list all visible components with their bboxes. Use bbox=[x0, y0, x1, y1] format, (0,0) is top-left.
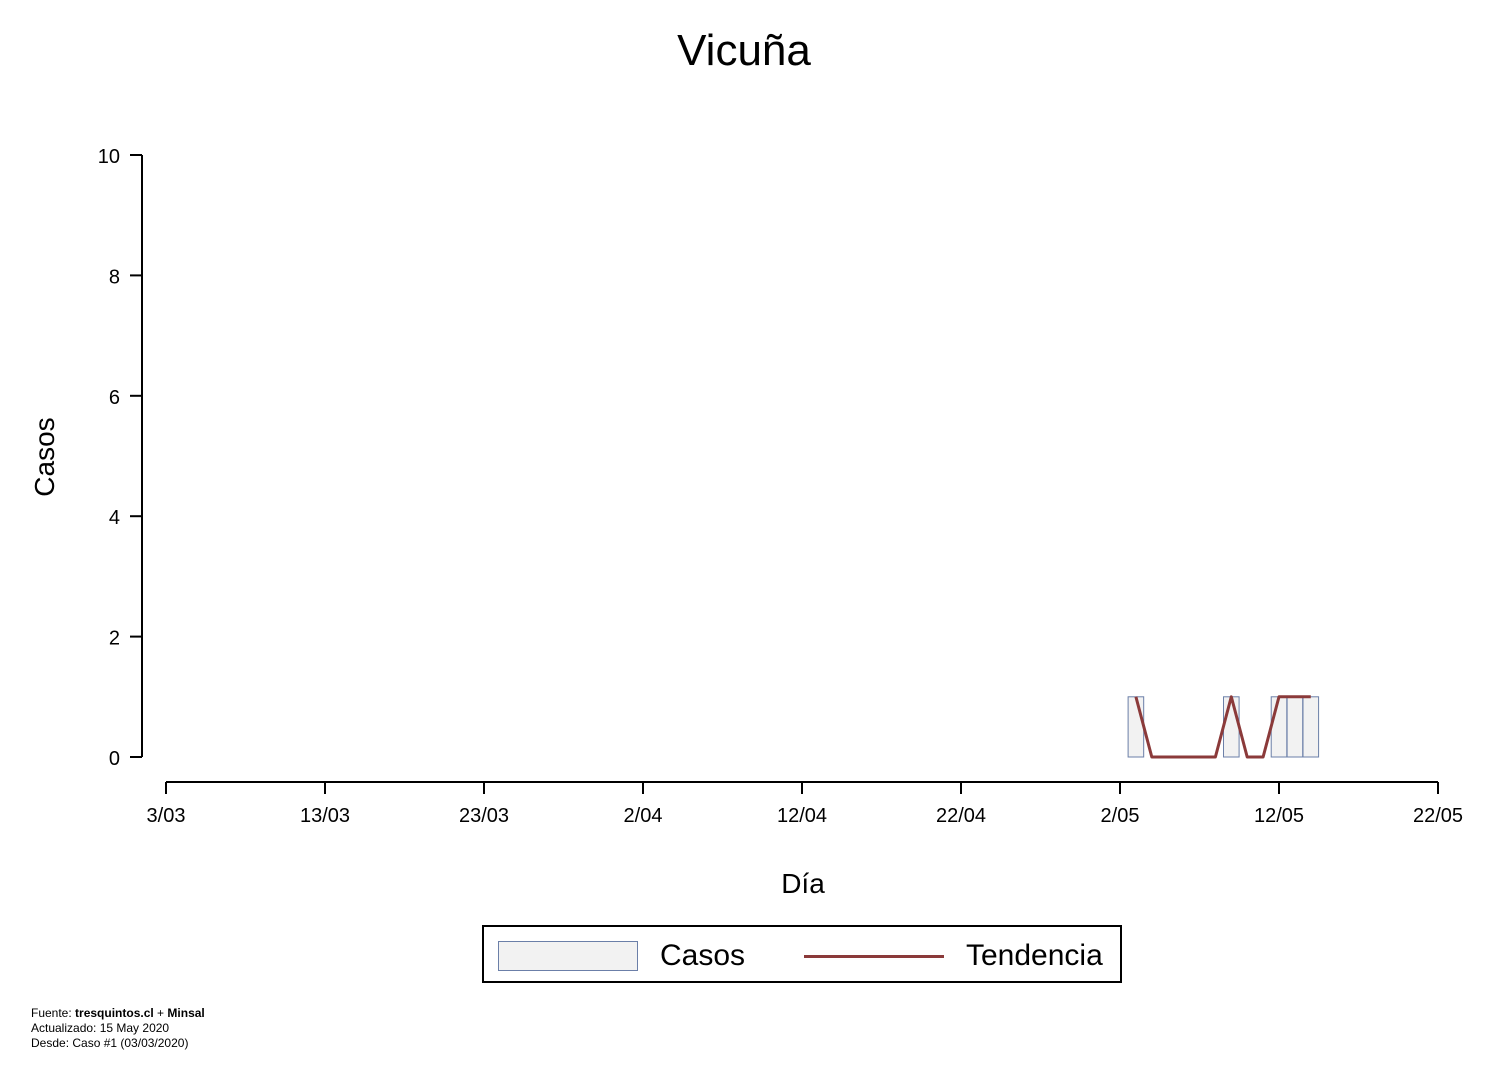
y-tick-label-5: 10 bbox=[98, 146, 120, 168]
bar-casos-0 bbox=[1127, 696, 1145, 758]
legend-swatch-tendencia bbox=[804, 955, 944, 958]
footer: Fuente: tresquintos.cl + Minsal Actualiz… bbox=[31, 1006, 205, 1051]
footer-source-b: Minsal bbox=[167, 1006, 205, 1020]
x-tick-label-1: 13/03 bbox=[300, 805, 350, 827]
y-tick-label-0: 0 bbox=[109, 748, 120, 770]
x-tick-label-0: 3/03 bbox=[147, 805, 186, 827]
legend: Casos Tendencia bbox=[482, 925, 1122, 983]
y-tick-label-3: 6 bbox=[109, 387, 120, 409]
x-tick-label-8: 22/05 bbox=[1413, 805, 1463, 827]
legend-label-casos: Casos bbox=[660, 939, 746, 972]
x-tick-label-5: 22/04 bbox=[936, 805, 986, 827]
footer-source: Fuente: tresquintos.cl + Minsal bbox=[31, 1006, 205, 1021]
bar-casos-1 bbox=[1223, 696, 1240, 758]
legend-label-tendencia: Tendencia bbox=[966, 939, 1103, 972]
bar-casos-4 bbox=[1302, 696, 1320, 758]
y-tick-label-4: 8 bbox=[109, 266, 120, 288]
footer-source-label: Fuente: bbox=[31, 1006, 76, 1020]
footer-source-a: tresquintos.cl bbox=[75, 1006, 154, 1020]
x-tick-label-2: 23/03 bbox=[459, 805, 509, 827]
x-tick-label-4: 12/04 bbox=[777, 805, 827, 827]
y-tick-label-2: 4 bbox=[109, 507, 120, 529]
legend-swatch-casos bbox=[498, 941, 638, 971]
footer-updated: Actualizado: 15 May 2020 bbox=[31, 1021, 170, 1035]
footer-source-sep: + bbox=[153, 1006, 168, 1020]
x-tick-label-6: 2/05 bbox=[1101, 805, 1140, 827]
bar-casos-2 bbox=[1270, 696, 1288, 758]
x-tick-label-7: 12/05 bbox=[1254, 805, 1304, 827]
y-tick-label-1: 2 bbox=[109, 628, 120, 650]
x-tick-label-3: 2/04 bbox=[624, 805, 663, 827]
bar-casos-3 bbox=[1286, 696, 1304, 758]
chart-title: Vicuña bbox=[677, 26, 811, 75]
y-axis-label: Casos bbox=[29, 417, 60, 497]
footer-since: Desde: Caso #1 (03/03/2020) bbox=[31, 1036, 189, 1050]
x-axis-label: Día bbox=[781, 868, 825, 899]
trend-line-tendencia bbox=[1134, 695, 1311, 759]
